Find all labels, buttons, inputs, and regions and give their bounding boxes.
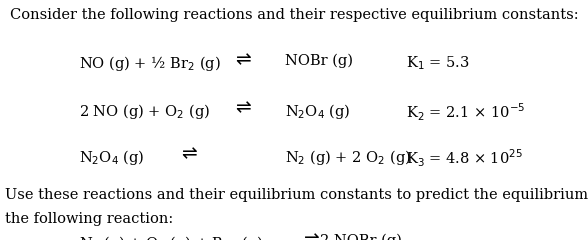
- Text: 2 NO (g) + O$_2$ (g): 2 NO (g) + O$_2$ (g): [79, 102, 211, 121]
- Text: NOBr (g): NOBr (g): [285, 54, 353, 68]
- Text: Use these reactions and their equilibrium constants to predict the equilibrium c: Use these reactions and their equilibriu…: [5, 188, 588, 202]
- Text: N$_2$ (g) + O$_2$ (g) + Br$_2$ (g): N$_2$ (g) + O$_2$ (g) + Br$_2$ (g): [79, 234, 263, 240]
- Text: K$_3$ = 4.8 × 10$^{25}$: K$_3$ = 4.8 × 10$^{25}$: [406, 148, 523, 169]
- Text: $\rightleftharpoons$: $\rightleftharpoons$: [232, 52, 253, 70]
- Text: $\rightleftharpoons$: $\rightleftharpoons$: [300, 232, 320, 240]
- Text: K$_2$ = 2.1 × 10$^{-5}$: K$_2$ = 2.1 × 10$^{-5}$: [406, 102, 525, 123]
- Text: NO (g) + ½ Br$_2$ (g): NO (g) + ½ Br$_2$ (g): [79, 54, 221, 73]
- Text: N$_2$O$_4$ (g): N$_2$O$_4$ (g): [79, 148, 145, 167]
- Text: N$_2$ (g) + 2 O$_2$ (g): N$_2$ (g) + 2 O$_2$ (g): [285, 148, 412, 167]
- Text: $\rightleftharpoons$: $\rightleftharpoons$: [178, 145, 198, 163]
- Text: K$_1$ = 5.3: K$_1$ = 5.3: [406, 54, 470, 72]
- Text: the following reaction:: the following reaction:: [5, 212, 173, 226]
- Text: Consider the following reactions and their respective equilibrium constants:: Consider the following reactions and the…: [9, 8, 579, 22]
- Text: $\rightleftharpoons$: $\rightleftharpoons$: [232, 100, 253, 118]
- Text: 2 NOBr (g): 2 NOBr (g): [320, 234, 402, 240]
- Text: N$_2$O$_4$ (g): N$_2$O$_4$ (g): [285, 102, 350, 121]
